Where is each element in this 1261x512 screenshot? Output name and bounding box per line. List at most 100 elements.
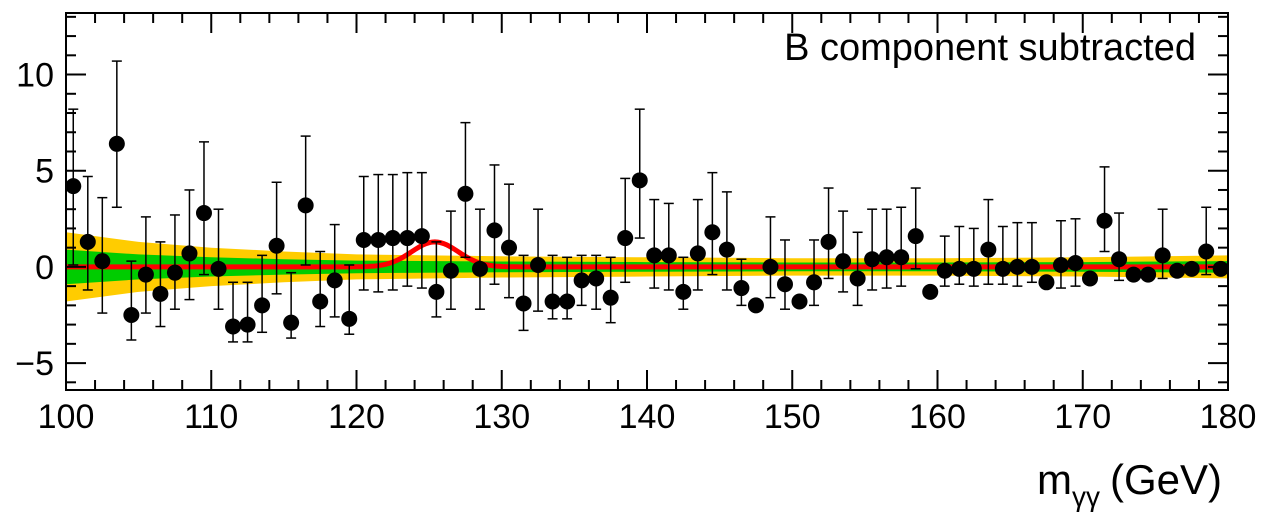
data-marker [806,274,823,291]
data-marker [94,253,111,270]
data-point-8 [181,189,198,301]
data-marker [530,256,547,273]
data-marker [341,310,358,327]
data-marker [646,247,663,264]
data-marker [123,306,140,323]
x-tick-label: 150 [764,398,821,436]
data-point-7 [166,214,183,310]
data-point-1 [79,175,96,291]
data-marker [65,178,82,195]
data-marker [965,260,982,277]
data-marker [195,205,212,222]
data-marker [79,233,96,250]
data-point-47 [747,297,764,314]
data-point-43 [689,198,706,291]
data-marker [370,231,387,248]
data-marker [1009,258,1026,275]
data-point-12 [239,281,256,343]
data-marker [1111,251,1128,268]
data-marker [602,289,619,306]
data-marker [1125,266,1142,283]
data-point-52 [820,187,837,280]
data-marker [922,283,939,300]
data-point-29 [486,164,503,285]
data-point-26 [442,210,459,310]
data-point-79 [1212,260,1229,277]
data-point-15 [283,271,300,339]
data-marker [776,276,793,293]
data-marker [747,297,764,314]
data-marker [225,318,242,335]
data-marker [1140,266,1157,283]
data-marker [166,264,183,281]
x-axis-label: mγγ (GeV) [1037,456,1222,512]
y-tick-label: 10 [16,57,54,95]
data-point-31 [515,254,532,332]
data-point-46 [733,258,750,307]
data-point-16 [297,135,314,266]
data-marker [1038,274,1055,291]
x-tick-label: 130 [473,398,530,436]
data-point-2 [94,196,111,314]
data-point-41 [660,202,677,291]
data-marker [1169,262,1186,279]
data-point-77 [1183,260,1200,277]
data-point-37 [602,256,619,324]
data-points-layer [65,60,1229,343]
data-marker [559,293,576,310]
data-point-42 [675,256,692,310]
data-point-49 [776,239,793,310]
data-point-40 [646,198,663,289]
data-marker [1198,243,1215,260]
data-point-63 [980,198,997,285]
data-point-20 [355,175,372,291]
x-tick-label: 170 [1054,398,1111,436]
data-marker [762,258,779,275]
data-point-59 [922,283,939,300]
chart-annotation: B component subtracted [784,27,1196,69]
data-point-3 [108,60,125,209]
data-point-50 [791,293,808,310]
data-point-55 [864,208,881,291]
x-tick-label: 110 [184,398,238,436]
data-marker [907,228,924,245]
data-marker [1052,256,1069,273]
data-marker [936,262,953,279]
data-point-58 [907,187,924,270]
data-marker [1183,260,1200,277]
data-point-68 [1052,219,1069,289]
data-point-60 [936,235,953,287]
data-point-70 [1082,270,1099,287]
data-marker [573,272,590,289]
data-marker [835,253,852,270]
y-tick-label: 0 [35,249,54,287]
data-marker [878,249,895,266]
data-point-34 [559,256,576,320]
data-marker [631,172,648,189]
data-point-44 [704,171,721,276]
data-marker [399,230,416,247]
data-point-10 [210,208,227,310]
data-marker [297,197,314,214]
data-point-21 [370,173,387,293]
y-tick-label: 5 [35,153,54,191]
data-point-67 [1038,274,1055,291]
data-marker [283,314,300,331]
data-marker [312,293,329,310]
data-point-35 [573,254,590,307]
data-point-74 [1140,266,1157,283]
data-point-38 [617,177,634,284]
data-marker [1023,258,1040,275]
data-point-28 [471,208,488,310]
data-point-23 [399,171,416,287]
data-point-32 [530,208,547,312]
data-marker [355,231,372,248]
data-marker [660,247,677,264]
data-point-22 [384,173,401,291]
plot-frame [65,12,1229,391]
data-marker [457,185,474,202]
data-point-61 [951,225,968,285]
data-marker [515,295,532,312]
data-point-6 [152,241,169,328]
data-point-51 [806,239,823,307]
